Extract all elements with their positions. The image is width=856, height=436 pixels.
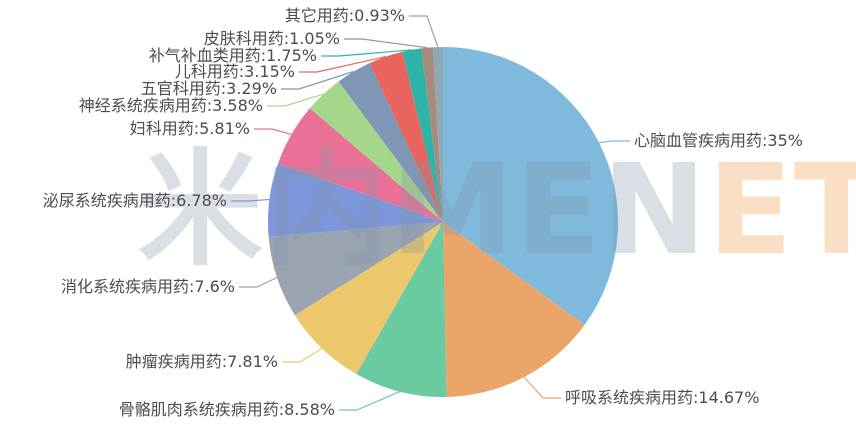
- pie-label-皮肤科用药: 皮肤科用药:1.05%: [204, 29, 340, 48]
- label-line-泌尿系统疾病用药: [231, 198, 270, 202]
- label-line-呼吸系统疾病用药: [523, 376, 561, 399]
- pie-slice-神经系统疾病用药[interactable]: [309, 81, 443, 223]
- pie-slice-皮肤科用药[interactable]: [421, 47, 443, 222]
- pie-label-骨骼肌肉系统疾病用药: 骨骼肌肉系统疾病用药:8.58%: [119, 400, 335, 419]
- pie-slice-泌尿系统疾病用药[interactable]: [267, 163, 443, 237]
- pie-label-心脑血管疾病用药: 心脑血管疾病用药:35%: [634, 131, 803, 150]
- pie-label-妇科用药: 妇科用药:5.81%: [130, 119, 250, 138]
- pie-slice-五官科用药[interactable]: [338, 63, 443, 222]
- pie-label-消化系统疾病用药: 消化系统疾病用药:7.6%: [61, 277, 235, 296]
- label-line-五官科用药: [281, 70, 354, 90]
- label-line-肿瘤疾病用药: [282, 347, 323, 363]
- pie-label-呼吸系统疾病用药: 呼吸系统疾病用药:14.67%: [565, 388, 759, 407]
- pie-label-肿瘤疾病用药: 肿瘤疾病用药:7.81%: [126, 352, 278, 371]
- pie-label-儿科用药: 儿科用药:3.15%: [175, 62, 295, 81]
- label-line-消化系统疾病用药: [239, 276, 278, 288]
- label-line-神经系统疾病用药: [267, 93, 324, 107]
- label-line-其它用药: [409, 15, 439, 48]
- label-line-儿科用药: [299, 56, 386, 73]
- pie-label-补气补血类用药: 补气补血类用药:1.75%: [149, 46, 317, 65]
- pie-slice-儿科用药[interactable]: [369, 51, 443, 222]
- pie-label-神经系统疾病用药: 神经系统疾病用药:3.58%: [79, 96, 263, 115]
- pie-slice-消化系统疾病用药[interactable]: [268, 222, 443, 316]
- pie-slice-呼吸系统疾病用药[interactable]: [443, 222, 585, 397]
- label-line-骨骼肌肉系统疾病用药: [339, 391, 401, 411]
- pie-label-泌尿系统疾病用药: 泌尿系统疾病用药:6.78%: [43, 191, 227, 210]
- pie-slice-妇科用药[interactable]: [278, 108, 443, 222]
- pie-slice-骨骼肌肉系统疾病用药[interactable]: [356, 222, 447, 398]
- pie-slice-其它用药[interactable]: [432, 47, 443, 222]
- pie-slice-心脑血管疾病用药[interactable]: [443, 46, 619, 325]
- label-line-妇科用药: [254, 128, 292, 135]
- label-line-皮肤科用药: [344, 38, 428, 49]
- pie-slice-肿瘤疾病用药[interactable]: [294, 222, 443, 374]
- pie-label-五官科用药: 五官科用药:3.29%: [141, 79, 277, 98]
- label-line-心脑血管疾病用药: [598, 140, 630, 144]
- pie-slice-补气补血类用药[interactable]: [402, 48, 443, 223]
- pie-label-其它用药: 其它用药:0.93%: [285, 6, 405, 25]
- label-line-补气补血类用药: [321, 49, 412, 57]
